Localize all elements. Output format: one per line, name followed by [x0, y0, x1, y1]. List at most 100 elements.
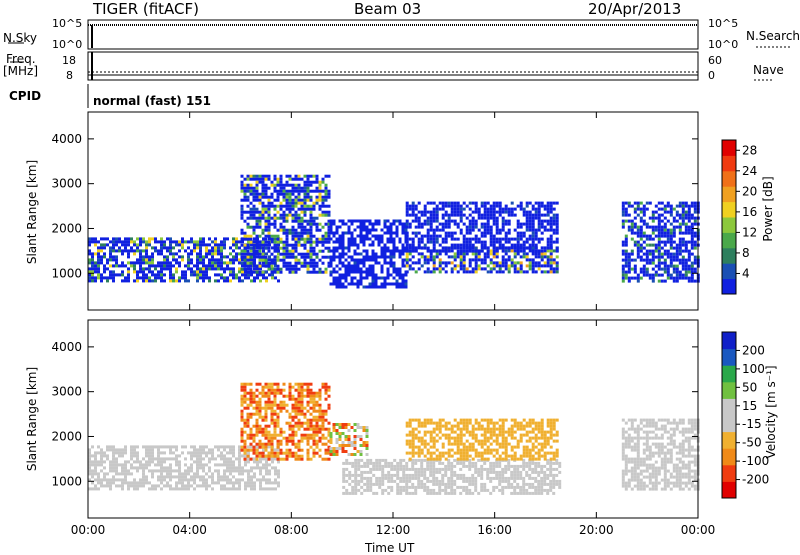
heatmap-cell	[472, 252, 475, 255]
heatmap-cell	[190, 451, 193, 454]
heatmap-cell	[223, 445, 226, 448]
heatmap-cell	[262, 241, 265, 244]
heatmap-cell	[97, 478, 100, 481]
heatmap-cell	[286, 205, 289, 208]
heatmap-cell	[444, 474, 447, 477]
heatmap-cell	[91, 252, 94, 255]
heatmap-cell	[280, 241, 283, 244]
heatmap-cell	[205, 273, 208, 276]
heatmap-cell	[148, 255, 151, 258]
heatmap-cell	[259, 271, 262, 274]
heatmap-cell	[196, 240, 199, 243]
heatmap-cell	[652, 280, 655, 283]
heatmap-cell	[253, 276, 256, 279]
heatmap-cell	[250, 484, 253, 487]
heatmap-cell	[463, 214, 466, 217]
heatmap-cell	[342, 480, 345, 483]
heatmap-cell	[265, 247, 268, 250]
heatmap-cell	[520, 247, 523, 250]
heatmap-cell	[553, 220, 556, 223]
heatmap-cell	[286, 440, 289, 443]
heatmap-cell	[310, 214, 313, 217]
heatmap-cell	[469, 434, 472, 437]
heatmap-cell	[226, 267, 229, 270]
heatmap-cell	[499, 264, 502, 267]
heatmap-cell	[447, 477, 450, 480]
heatmap-cell	[286, 452, 289, 455]
heatmap-cell	[280, 178, 283, 181]
heatmap-cell	[438, 471, 441, 474]
heatmap-cell	[384, 253, 387, 256]
heatmap-cell	[667, 205, 670, 208]
heatmap-cell	[289, 434, 292, 437]
heatmap-cell	[319, 395, 322, 398]
heatmap-cell	[655, 229, 658, 232]
heatmap-cell	[298, 419, 301, 422]
heatmap-cell	[133, 448, 136, 451]
heatmap-cell	[241, 240, 244, 243]
heatmap-cell	[325, 238, 328, 241]
heatmap-cell	[424, 422, 427, 425]
heatmap-cell	[387, 262, 390, 265]
heatmap-cell	[271, 407, 274, 410]
heatmap-cell	[460, 205, 463, 208]
heatmap-cell	[363, 286, 366, 289]
heatmap-cell	[160, 279, 163, 282]
heatmap-cell	[208, 475, 211, 478]
heatmap-cell	[366, 274, 369, 277]
heatmap-cell	[333, 426, 336, 429]
heatmap-cell	[268, 241, 271, 244]
heatmap-cell	[304, 413, 307, 416]
heatmap-cell	[253, 267, 256, 270]
heatmap-cell	[384, 277, 387, 280]
heatmap-cell	[432, 489, 435, 492]
heatmap-cell	[304, 247, 307, 250]
heatmap-cell	[528, 492, 531, 495]
heatmap-cell	[259, 262, 262, 265]
heatmap-cell	[121, 243, 124, 246]
heatmap-cell	[289, 202, 292, 205]
heatmap-cell	[487, 226, 490, 229]
heatmap-cell	[402, 471, 405, 474]
heatmap-cell	[348, 238, 351, 241]
heatmap-cell	[109, 276, 112, 279]
heatmap-cell	[163, 258, 166, 261]
heatmap-cell	[292, 386, 295, 389]
heatmap-cell	[339, 256, 342, 259]
heatmap-cell	[459, 492, 462, 495]
heatmap-cell	[253, 398, 256, 401]
heatmap-cell	[354, 250, 357, 253]
heatmap-cell	[109, 273, 112, 276]
heatmap-cell	[426, 462, 429, 465]
heatmap-cell	[244, 407, 247, 410]
heatmap-cell	[454, 443, 457, 446]
heatmap-cell	[271, 481, 274, 484]
heatmap-cell	[679, 250, 682, 253]
heatmap-cell	[676, 226, 679, 229]
heatmap-cell	[136, 273, 139, 276]
heatmap-cell	[121, 252, 124, 255]
heatmap-cell	[468, 492, 471, 495]
heatmap-cell	[532, 264, 535, 267]
heatmap-cell	[295, 175, 298, 178]
heatmap-cell	[414, 468, 417, 471]
heatmap-cell	[259, 383, 262, 386]
heatmap-cell	[508, 264, 511, 267]
heatmap-cell	[390, 474, 393, 477]
heatmap-cell	[460, 217, 463, 220]
heatmap-cell	[325, 386, 328, 389]
heatmap-cell	[298, 443, 301, 446]
heatmap-cell	[280, 184, 283, 187]
heatmap-cell	[336, 250, 339, 253]
heatmap-cell	[493, 205, 496, 208]
heatmap-cell	[100, 273, 103, 276]
heatmap-cell	[160, 243, 163, 246]
heatmap-cell	[184, 484, 187, 487]
heatmap-cell	[280, 443, 283, 446]
heatmap-cell	[643, 265, 646, 268]
heatmap-cell	[459, 474, 462, 477]
heatmap-cell	[523, 270, 526, 273]
heatmap-cell	[145, 451, 148, 454]
heatmap-cell	[310, 389, 313, 392]
heatmap-cell	[136, 246, 139, 249]
